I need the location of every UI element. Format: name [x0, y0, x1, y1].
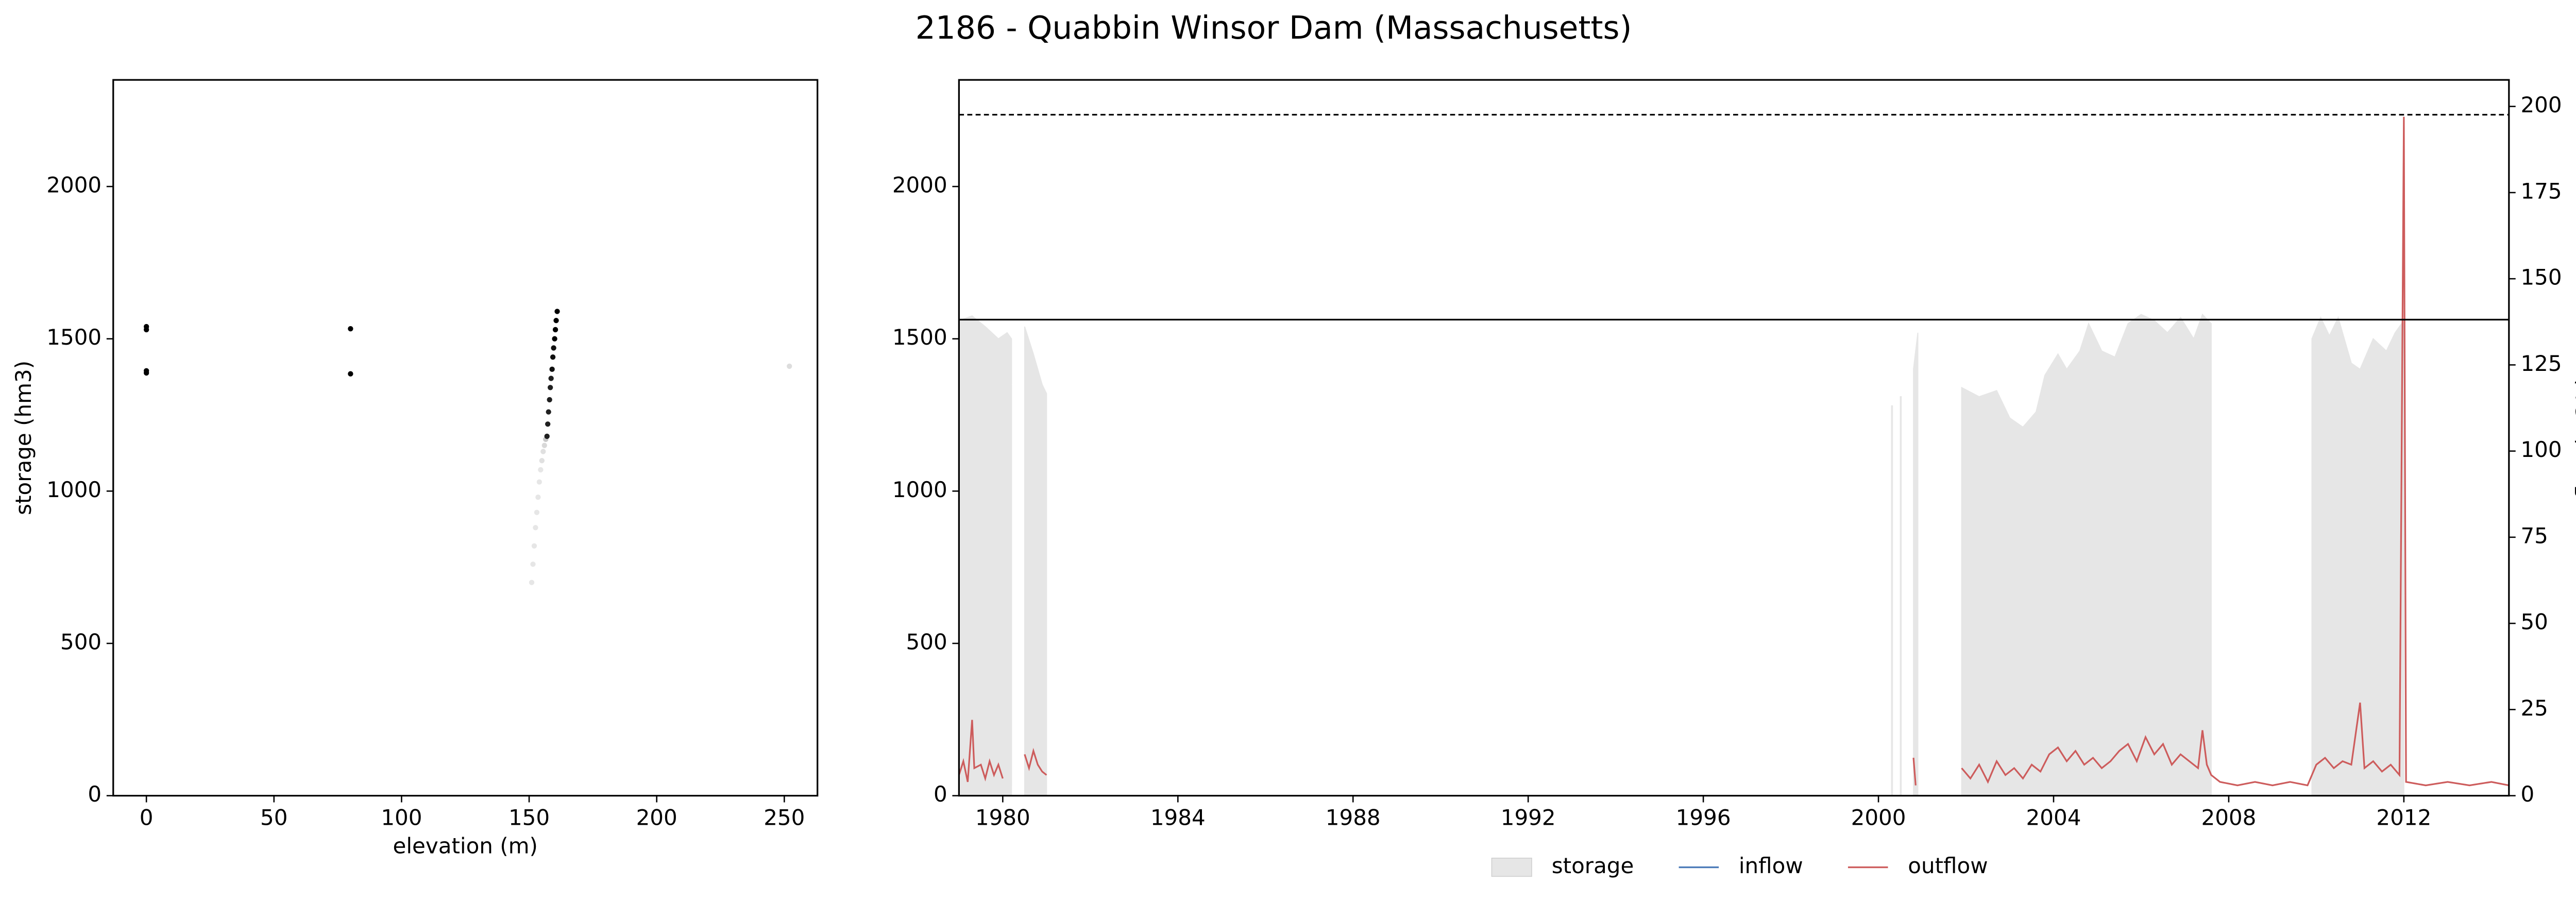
- x-tick-label: 1988: [1326, 805, 1381, 830]
- y2-tick-label: 50: [2520, 609, 2548, 635]
- y-tick-label: 2000: [892, 173, 947, 198]
- y2-tick-label: 100: [2520, 437, 2562, 462]
- y-axis-label: storage (hm3): [11, 361, 36, 515]
- y-tick-label: 1000: [892, 477, 947, 502]
- scatter-point: [534, 509, 540, 515]
- scatter-point: [348, 371, 353, 377]
- x-tick-label: 2004: [2026, 805, 2081, 830]
- y2-tick-label: 175: [2520, 178, 2562, 203]
- y2-tick-label: 125: [2520, 351, 2562, 376]
- scatter-point: [540, 449, 546, 454]
- scatter-point: [550, 354, 556, 360]
- scatter-point: [554, 309, 560, 314]
- legend-label: outflow: [1908, 853, 1988, 878]
- scatter-point: [548, 376, 554, 381]
- x-axis-label: elevation (m): [393, 833, 538, 858]
- scatter-point: [546, 409, 551, 415]
- scatter-point: [547, 397, 552, 403]
- x-tick-label: 50: [260, 805, 287, 830]
- x-tick-label: 150: [509, 805, 550, 830]
- scatter-point: [552, 327, 558, 333]
- y-tick-label: 500: [60, 629, 101, 654]
- scatter-point: [143, 370, 149, 376]
- y2-tick-label: 25: [2520, 695, 2548, 721]
- scatter-point: [551, 345, 556, 351]
- scatter-point: [348, 326, 353, 332]
- x-tick-label: 250: [764, 805, 805, 830]
- x-tick-label: 200: [636, 805, 677, 830]
- scatter-point: [549, 366, 555, 372]
- y2-axis-label: flow (m3/s): [2571, 377, 2576, 499]
- scatter-point: [533, 525, 538, 531]
- x-tick-label: 1992: [1501, 805, 1556, 830]
- x-tick-label: 100: [381, 805, 422, 830]
- scatter-point: [544, 433, 550, 439]
- x-tick-label: 0: [140, 805, 154, 830]
- scatter-point: [552, 336, 557, 342]
- x-tick-label: 2012: [2376, 805, 2431, 830]
- x-tick-label: 2008: [2201, 805, 2256, 830]
- scatter-point: [143, 327, 149, 333]
- legend-swatch: [1491, 858, 1532, 877]
- legend-label: storage: [1552, 853, 1634, 878]
- axes-frame: [958, 79, 2510, 797]
- x-tick-label: 1980: [975, 805, 1030, 830]
- y-tick-label: 0: [88, 781, 101, 807]
- scatter-point: [545, 421, 551, 427]
- y2-tick-label: 200: [2520, 92, 2562, 117]
- y-tick-label: 1500: [46, 325, 101, 350]
- y2-tick-label: 0: [2520, 781, 2534, 807]
- storage-area: [959, 313, 2404, 796]
- x-tick-label: 1996: [1676, 805, 1731, 830]
- x-tick-label: 2000: [1851, 805, 1906, 830]
- y-tick-label: 1500: [892, 325, 947, 350]
- y-tick-label: 1000: [46, 477, 101, 502]
- scatter-point: [529, 580, 535, 585]
- scatter-point: [539, 458, 545, 464]
- y-tick-label: 500: [906, 629, 947, 654]
- axes-frame: [112, 79, 819, 797]
- y2-tick-label: 150: [2520, 265, 2562, 290]
- scatter-point: [531, 543, 537, 549]
- scatter-point: [553, 318, 559, 324]
- scatter-point: [538, 467, 544, 473]
- y-tick-label: 2000: [46, 173, 101, 198]
- scatter-point: [535, 495, 541, 500]
- legend-label: inflow: [1739, 853, 1803, 878]
- x-tick-label: 1984: [1150, 805, 1206, 830]
- scatter-point: [787, 363, 792, 369]
- scatter-point: [541, 443, 547, 448]
- figure-title: 2186 - Quabbin Winsor Dam (Massachusetts…: [916, 10, 1632, 46]
- scatter-point: [547, 385, 553, 390]
- flow-line: [959, 116, 2509, 787]
- y2-tick-label: 75: [2520, 523, 2548, 548]
- scatter-point: [536, 479, 543, 485]
- y-tick-label: 0: [934, 781, 947, 807]
- scatter-point: [530, 561, 536, 567]
